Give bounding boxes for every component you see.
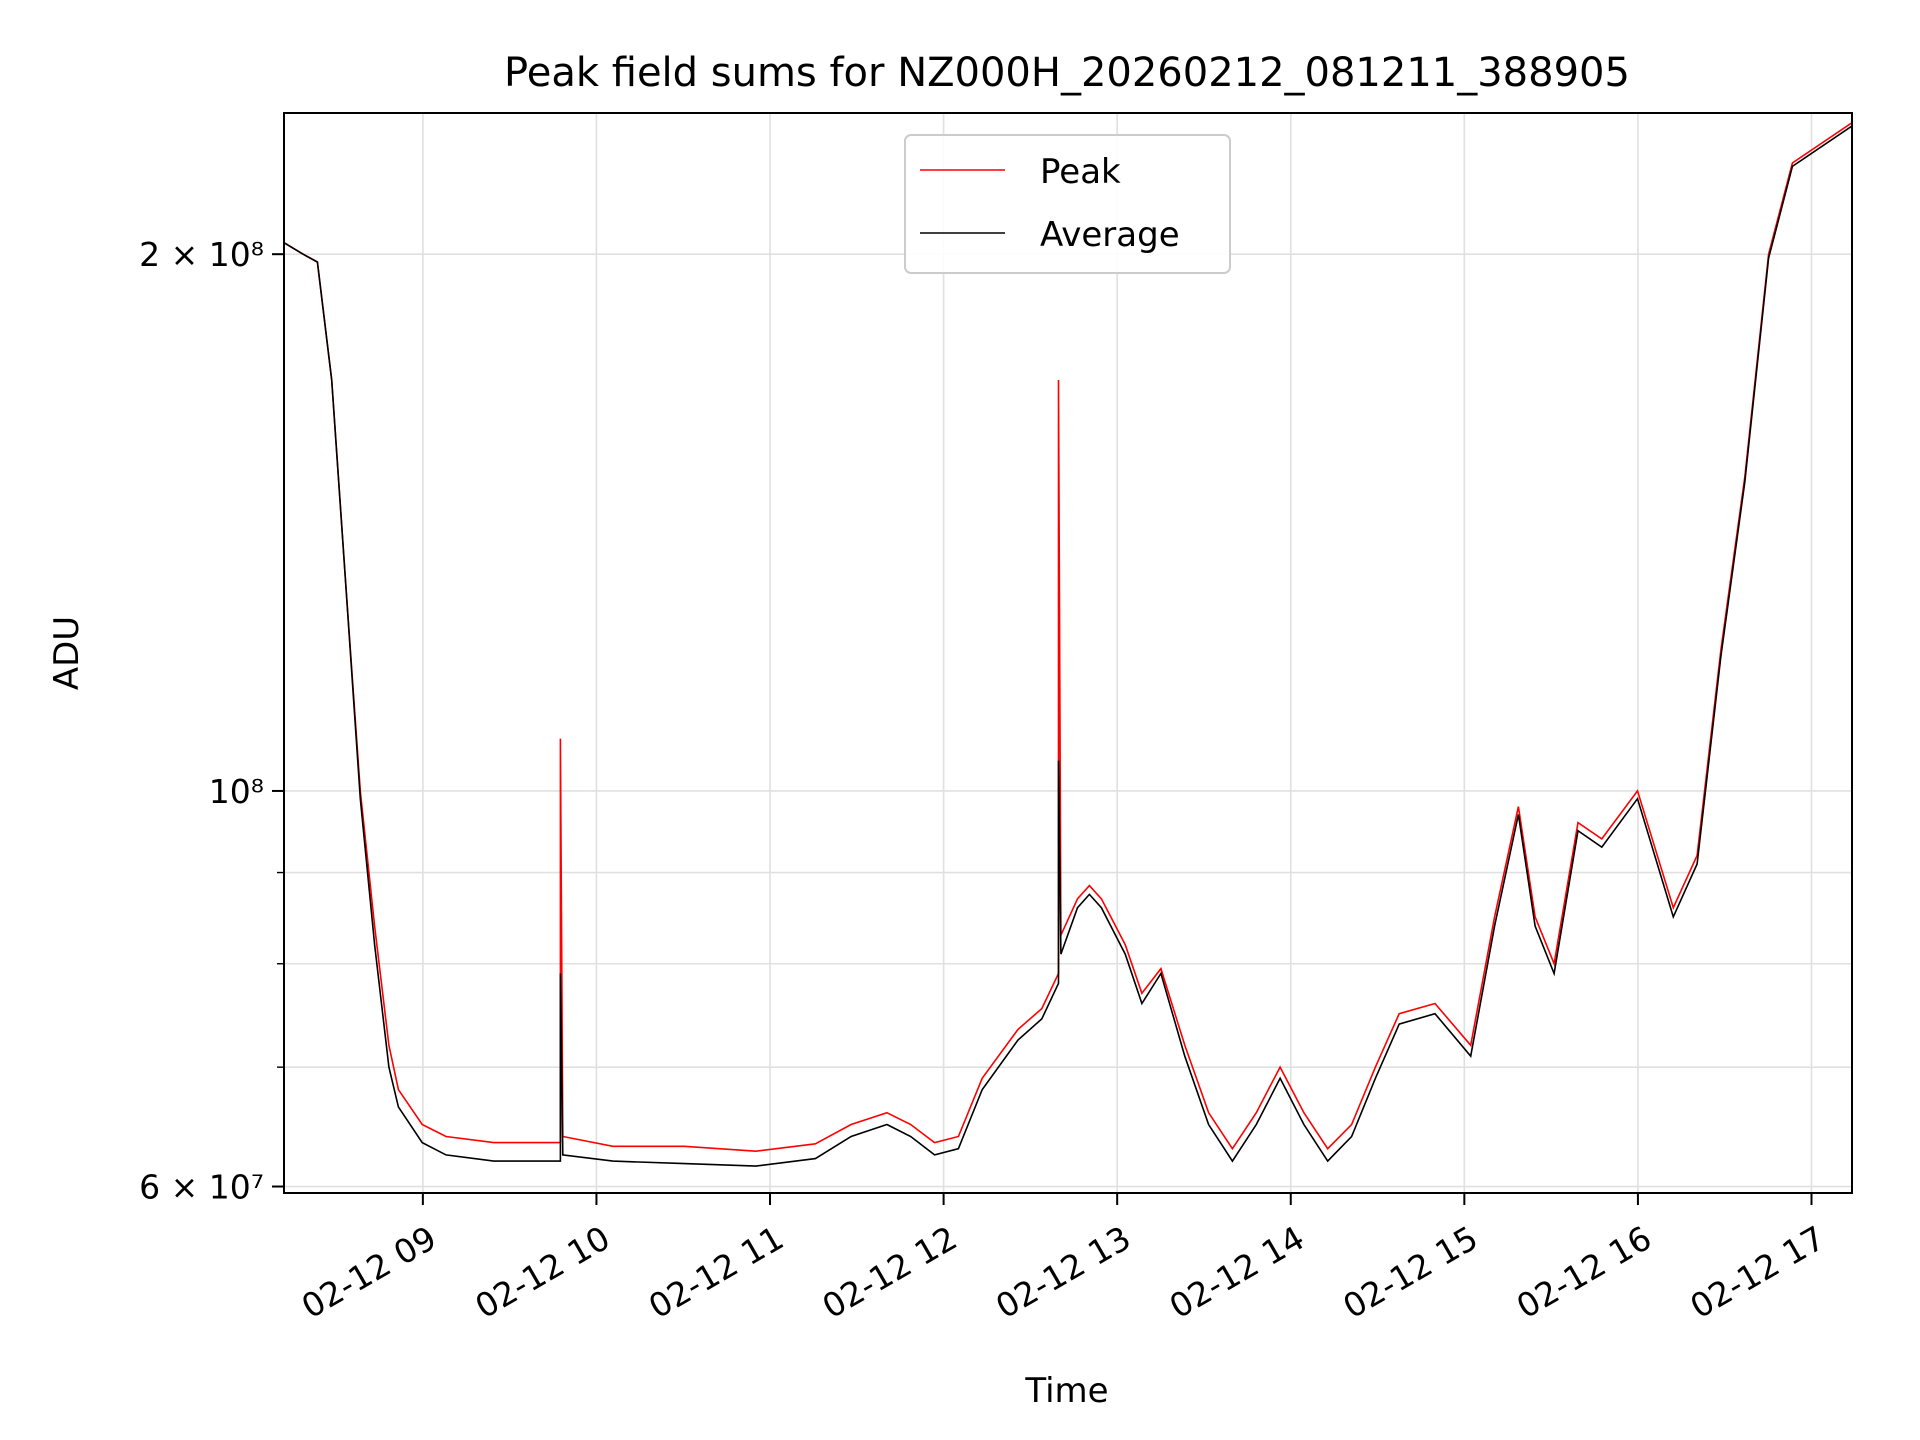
x-tick-label: 02-12 15 xyxy=(1336,1218,1484,1326)
chart-title: Peak field sums for NZ000H_20260212_0812… xyxy=(504,50,1630,96)
x-tick-label: 02-12 11 xyxy=(642,1218,790,1326)
x-tick-label: 02-12 12 xyxy=(816,1218,964,1326)
legend: Peak Average xyxy=(904,134,1231,274)
x-axis: 02-12 09 02-12 10 02-12 11 02-12 12 02-12 13… xyxy=(295,1193,1832,1326)
x-tick-label: 02-12 16 xyxy=(1510,1218,1658,1326)
series-line-average xyxy=(283,125,1853,1167)
legend-label-average: Average xyxy=(1040,215,1180,255)
y-axis: 6 × 10⁷ 10⁸ 2 × 10⁸ xyxy=(139,235,284,1207)
x-tick-label: 02-12 09 xyxy=(295,1218,443,1326)
x-tick-label: 02-12 10 xyxy=(468,1218,616,1326)
y-axis-label: ADU xyxy=(47,616,87,690)
x-axis-label: Time xyxy=(1024,1371,1108,1411)
grid xyxy=(284,113,1852,1193)
axes-frame xyxy=(283,112,1853,1194)
x-tick-label: 02-12 17 xyxy=(1684,1218,1832,1326)
y-tick-label: 2 × 10⁸ xyxy=(139,235,264,274)
legend-label-peak: Peak xyxy=(1040,152,1121,192)
x-tick-label: 02-12 13 xyxy=(989,1218,1137,1326)
y-tick-label: 6 × 10⁷ xyxy=(139,1168,264,1207)
x-tick-label: 02-12 14 xyxy=(1163,1218,1311,1326)
plot-area xyxy=(283,122,1853,1167)
series-line-peak xyxy=(283,122,1853,1153)
y-tick-label: 10⁸ xyxy=(209,772,264,811)
